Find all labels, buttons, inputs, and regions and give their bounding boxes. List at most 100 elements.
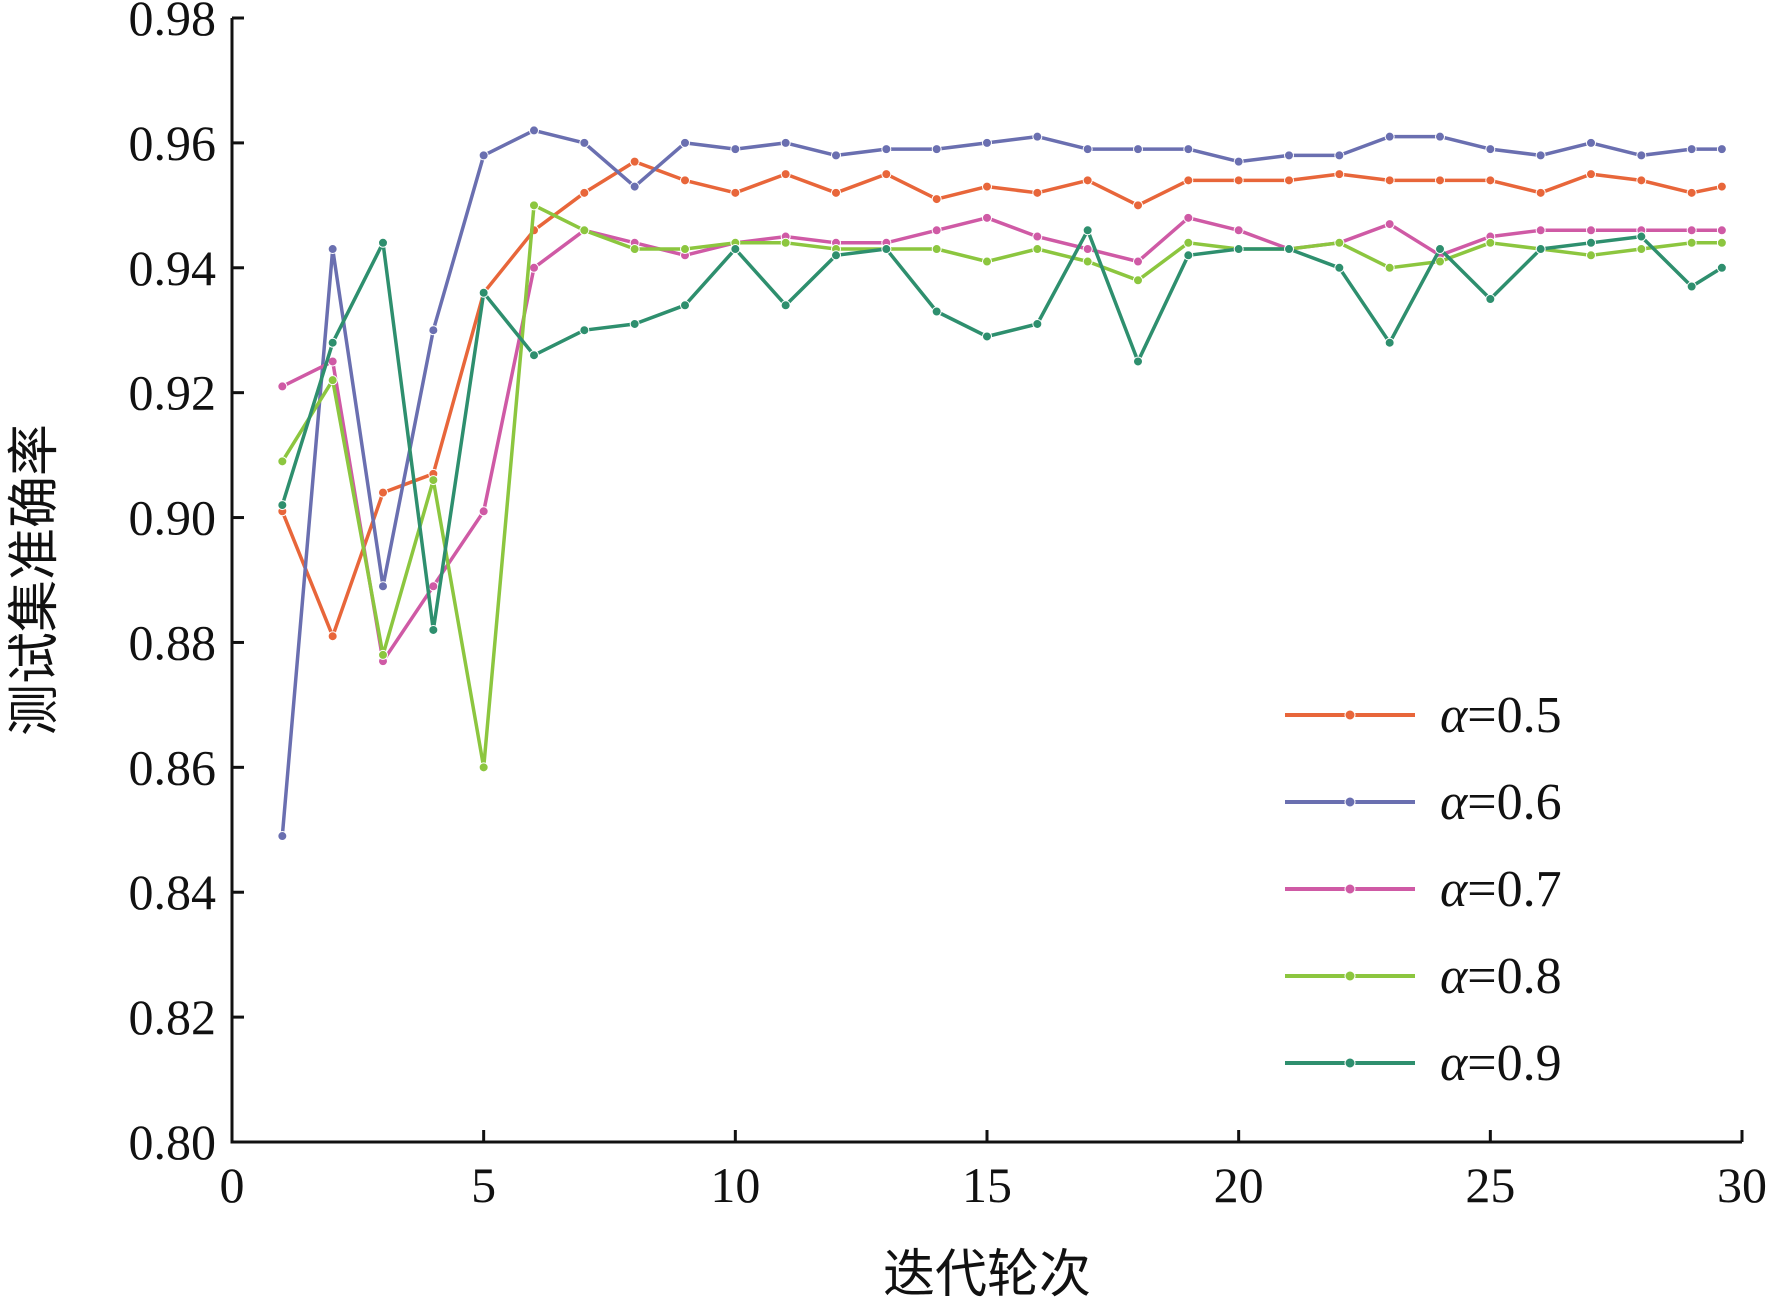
x-tick-label: 0: [220, 1157, 245, 1213]
data-point: [1183, 212, 1194, 223]
x-axis-title: 迭代轮次: [883, 1245, 1091, 1305]
data-point: [1435, 131, 1445, 142]
data-point: [1716, 225, 1727, 236]
data-point: [1082, 175, 1093, 186]
x-tick-label: 5: [471, 1157, 496, 1213]
data-point: [1586, 237, 1596, 248]
data-point: [378, 649, 388, 660]
series-line: [280, 203, 1722, 770]
data-point: [1435, 175, 1445, 186]
legend-item: α=0.6: [1285, 774, 1562, 831]
data-point: [1183, 237, 1194, 248]
data-point: [327, 337, 338, 348]
y-tick-label: 0.86: [129, 739, 217, 795]
data-point: [1485, 237, 1496, 248]
series-line: [280, 128, 1722, 837]
data-point: [1384, 337, 1395, 348]
series-line: [280, 228, 1723, 632]
data-point: [780, 237, 791, 248]
data-point: [1686, 225, 1697, 236]
data-point: [1334, 262, 1345, 273]
data-point: [931, 306, 942, 317]
y-tick-label: 0.82: [129, 989, 217, 1045]
legend-symbol: α: [1440, 687, 1469, 744]
data-point: [529, 262, 539, 273]
y-tick-label: 0.90: [129, 490, 217, 546]
y-tick-label: 0.98: [129, 0, 217, 46]
legend-marker: [1344, 709, 1356, 721]
data-point: [579, 325, 590, 336]
data-point: [680, 244, 690, 255]
legend-marker: [1344, 1057, 1356, 1069]
data-point: [1233, 225, 1244, 236]
data-point: [780, 169, 791, 180]
x-tick-label: 10: [710, 1157, 760, 1213]
y-axis-title: 测试集准确率: [5, 424, 65, 736]
data-point: [982, 212, 992, 223]
data-point: [1535, 187, 1546, 198]
data-point: [1284, 150, 1294, 161]
data-point: [1082, 244, 1093, 255]
data-point: [730, 244, 741, 255]
data-point: [1133, 144, 1143, 155]
data-point: [579, 187, 590, 198]
data-point: [529, 350, 539, 361]
data-point: [1535, 150, 1546, 161]
data-point: [1686, 237, 1697, 248]
y-tick-label: 0.94: [129, 240, 217, 296]
y-tick-label: 0.96: [129, 115, 217, 171]
data-point: [780, 137, 791, 148]
legend-symbol: α: [1440, 861, 1469, 918]
data-point: [1586, 225, 1596, 236]
data-point: [277, 831, 288, 842]
axes: 0.80 0.82 0.84 0.86 0.88 0.90 0.92 0.94 0.96 0.98…: [129, 0, 1768, 1213]
data-point: [680, 175, 690, 186]
data-point: [1485, 175, 1496, 186]
data-point: [1636, 175, 1647, 186]
data-point: [579, 137, 590, 148]
data-point: [1716, 144, 1727, 155]
data-point: [1032, 244, 1043, 255]
data-point: [931, 244, 942, 255]
data-point: [982, 181, 992, 192]
data-point: [1686, 187, 1697, 198]
x-tick-label: 25: [1465, 1157, 1515, 1213]
data-point: [1334, 150, 1345, 161]
legend-item: α=0.8: [1285, 948, 1562, 1005]
data-point: [277, 456, 288, 467]
data-point: [1485, 294, 1496, 304]
data-point: [1636, 244, 1647, 255]
data-point: [730, 187, 741, 198]
data-point: [931, 194, 942, 205]
data-point: [1233, 156, 1244, 167]
x-tick-label: 20: [1214, 1157, 1264, 1213]
data-point: [428, 325, 439, 336]
data-point: [579, 225, 590, 236]
data-point: [1133, 200, 1143, 211]
data-point: [1133, 275, 1143, 286]
data-point: [378, 581, 388, 592]
legend-marker: [1344, 796, 1356, 808]
data-point: [428, 581, 439, 592]
data-point: [1032, 187, 1043, 198]
data-point: [1435, 256, 1445, 267]
data-point: [931, 144, 942, 155]
legend-item: α=0.7: [1285, 861, 1562, 918]
legend-label: α=0.9: [1440, 1035, 1562, 1092]
data-point: [478, 150, 489, 161]
data-point: [378, 237, 388, 248]
data-point: [1485, 144, 1496, 155]
legend-value: =0.6: [1467, 774, 1561, 831]
legend-value: =0.8: [1467, 948, 1561, 1005]
y-tick-label: 0.84: [129, 864, 217, 920]
x-tick-label: 15: [962, 1157, 1012, 1213]
data-point: [277, 381, 288, 392]
y-tick-label: 0.80: [129, 1114, 217, 1170]
data-point: [1686, 144, 1697, 155]
data-point: [730, 144, 741, 155]
series-1: [277, 156, 1727, 642]
legend-value: =0.9: [1467, 1035, 1561, 1092]
data-point: [1384, 175, 1395, 186]
data-point: [478, 506, 489, 517]
